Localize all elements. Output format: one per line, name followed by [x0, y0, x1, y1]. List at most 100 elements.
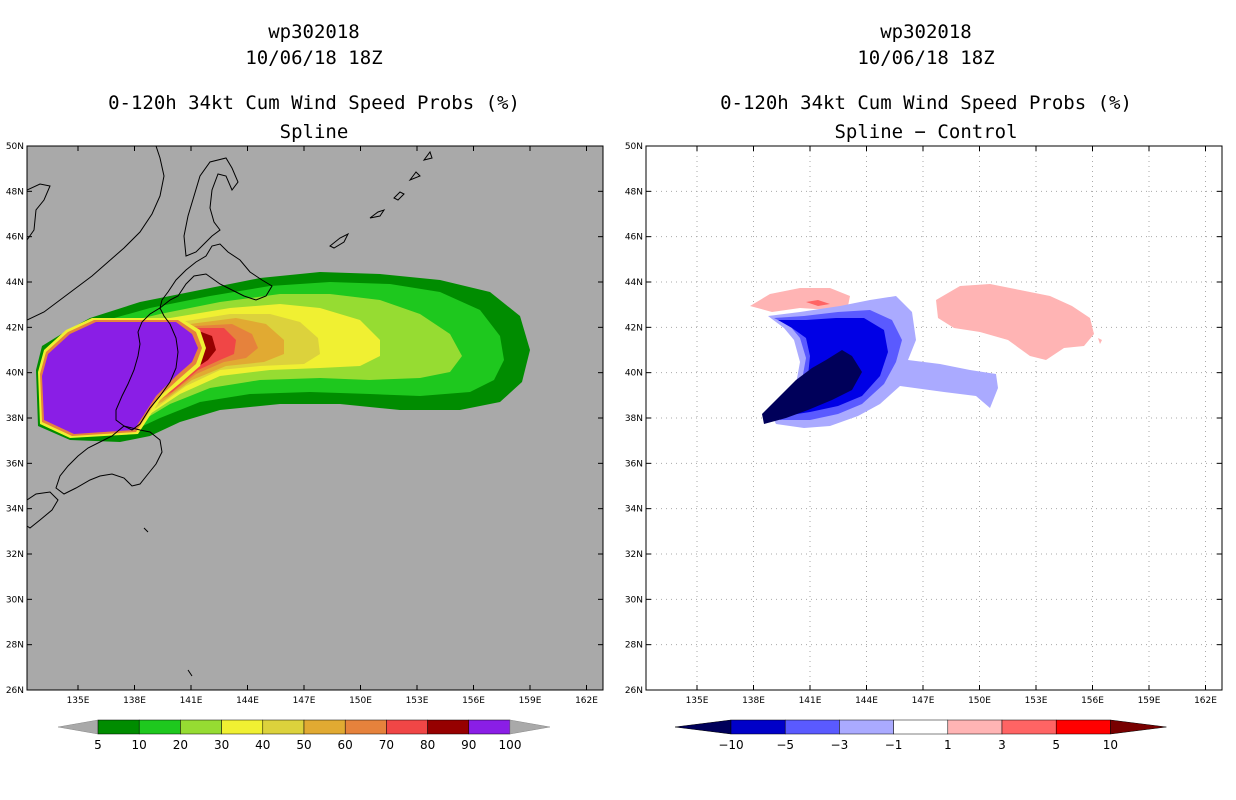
colorbar-left-low-arrow [57, 719, 99, 735]
lon-tick-label: 162E [575, 696, 598, 706]
colorbar-left-swatch [97, 719, 140, 735]
lat-tick-label: 40N [6, 369, 24, 379]
lat-tick-label: 40N [625, 369, 643, 379]
colorbar-right-label: 10 [1103, 738, 1118, 752]
lon-tick-label: 162E [1194, 696, 1217, 706]
right-axis-ticks: 135E 138E 141E 144E 147E 150E 153E 156E 159E 162E… [625, 142, 1222, 706]
lon-tick-label: 159E [519, 696, 542, 706]
lon-tick-label: 135E [67, 696, 90, 706]
lat-tick-label: 46N [6, 233, 24, 243]
lat-tick-label: 48N [6, 187, 24, 197]
lon-tick-label: 141E [180, 696, 203, 706]
lat-tick-label: 28N [6, 641, 24, 651]
right-map-background [646, 146, 1222, 690]
left-title-variable: 0-120h 34kt Cum Wind Speed Probs (%) [108, 92, 520, 114]
lat-tick-label: 34N [6, 505, 24, 515]
colorbar-left-label: 5 [94, 738, 102, 752]
left-probability-field [36, 272, 530, 442]
right-title-variable: 0-120h 34kt Cum Wind Speed Probs (%) [720, 92, 1132, 114]
lat-tick-label: 36N [6, 459, 24, 469]
colorbar-left-swatch [138, 719, 181, 735]
lat-tick-label: 26N [6, 686, 24, 696]
colorbar-left-label: 30 [214, 738, 229, 752]
diff-positive-dot [1098, 338, 1102, 344]
lon-tick-label: 153E [406, 696, 429, 706]
colorbar-right-label: 1 [944, 738, 952, 752]
colorbar-right-swatch [893, 719, 949, 735]
lon-tick-label: 144E [236, 696, 259, 706]
colorbar-right-swatch [784, 719, 840, 735]
colorbar-right-swatch [947, 719, 1003, 735]
lon-tick-label: 147E [912, 696, 935, 706]
lat-tick-label: 30N [6, 595, 24, 605]
lat-tick-label: 38N [625, 414, 643, 424]
lon-tick-label: 156E [462, 696, 485, 706]
lat-tick-label: 32N [625, 550, 643, 560]
colorbar-left-swatch [386, 719, 428, 735]
right-title-storm-id: wp302018 [880, 21, 972, 43]
lon-tick-label: 147E [293, 696, 316, 706]
lon-tick-label: 153E [1025, 696, 1048, 706]
lon-tick-label: 135E [686, 696, 709, 706]
colorbar-left-label: 80 [420, 738, 435, 752]
colorbar-right-label: 5 [1052, 738, 1060, 752]
diff-positive-north [750, 288, 850, 312]
diff-positive-east [936, 284, 1094, 360]
lon-tick-label: 144E [855, 696, 878, 706]
lat-tick-label: 44N [6, 278, 24, 288]
right-title-date: 10/06/18 18Z [857, 47, 995, 69]
colorbar-left-swatch [303, 719, 346, 735]
right-colorbar: −10 −5 −3 −1 1 3 5 10 [674, 719, 1167, 752]
colorbar-left-swatch [262, 719, 305, 735]
lat-tick-label: 36N [625, 459, 643, 469]
colorbar-right-label: −10 [718, 738, 743, 752]
left-map-panel: 135E 138E 141E 144E 147E 150E 153E 156E 159E 162E… [6, 142, 604, 706]
right-difference-field [750, 284, 1102, 428]
colorbar-left-label: 60 [338, 738, 353, 752]
colorbar-right-swatch [1055, 719, 1111, 735]
colorbar-left-high-arrow [509, 719, 551, 735]
diff-positive-east-3 [806, 300, 830, 306]
lat-tick-label: 46N [625, 233, 643, 243]
colorbar-right-label: −1 [885, 738, 903, 752]
colorbar-left-swatch [427, 719, 470, 735]
prob-contour-100 [42, 322, 198, 434]
lat-tick-label: 32N [6, 550, 24, 560]
colorbar-left-swatch [344, 719, 387, 735]
colorbar-left-swatch [221, 719, 264, 735]
lon-tick-label: 141E [799, 696, 822, 706]
lat-tick-label: 44N [625, 278, 643, 288]
left-title-storm-id: wp302018 [268, 21, 360, 43]
colorbar-right-label: 3 [998, 738, 1006, 752]
left-title-date: 10/06/18 18Z [245, 47, 383, 69]
colorbar-left-label: 70 [379, 738, 394, 752]
lon-tick-label: 150E [968, 696, 991, 706]
colorbar-right-low-arrow [674, 719, 732, 735]
lat-tick-label: 50N [6, 142, 24, 152]
colorbar-left-label: 100 [499, 738, 522, 752]
colorbar-right-swatch [730, 719, 786, 735]
colorbar-left-swatch [180, 719, 222, 735]
lat-tick-label: 28N [625, 641, 643, 651]
lon-tick-label: 150E [349, 696, 372, 706]
right-title-method: Spline − Control [834, 121, 1018, 143]
left-title-method: Spline [279, 121, 349, 143]
colorbar-left-swatch [468, 719, 511, 735]
lat-tick-label: 34N [625, 505, 643, 515]
lon-tick-label: 138E [742, 696, 765, 706]
colorbar-right-label: −3 [831, 738, 849, 752]
lon-tick-label: 159E [1138, 696, 1161, 706]
lat-tick-label: 38N [6, 414, 24, 424]
lat-tick-label: 50N [625, 142, 643, 152]
colorbar-right-swatch [1001, 719, 1057, 735]
lat-tick-label: 26N [625, 686, 643, 696]
colorbar-right-label: −5 [776, 738, 794, 752]
left-axis-ticks: 135E 138E 141E 144E 147E 150E 153E 156E 159E 162E… [6, 142, 603, 706]
colorbar-left-label: 20 [173, 738, 188, 752]
lat-tick-label: 42N [6, 323, 24, 333]
left-colorbar: 5 10 20 30 40 50 60 70 80 90 100 [57, 719, 551, 752]
lat-tick-label: 30N [625, 595, 643, 605]
lat-tick-label: 48N [625, 187, 643, 197]
diff-negative-10 [762, 350, 862, 424]
